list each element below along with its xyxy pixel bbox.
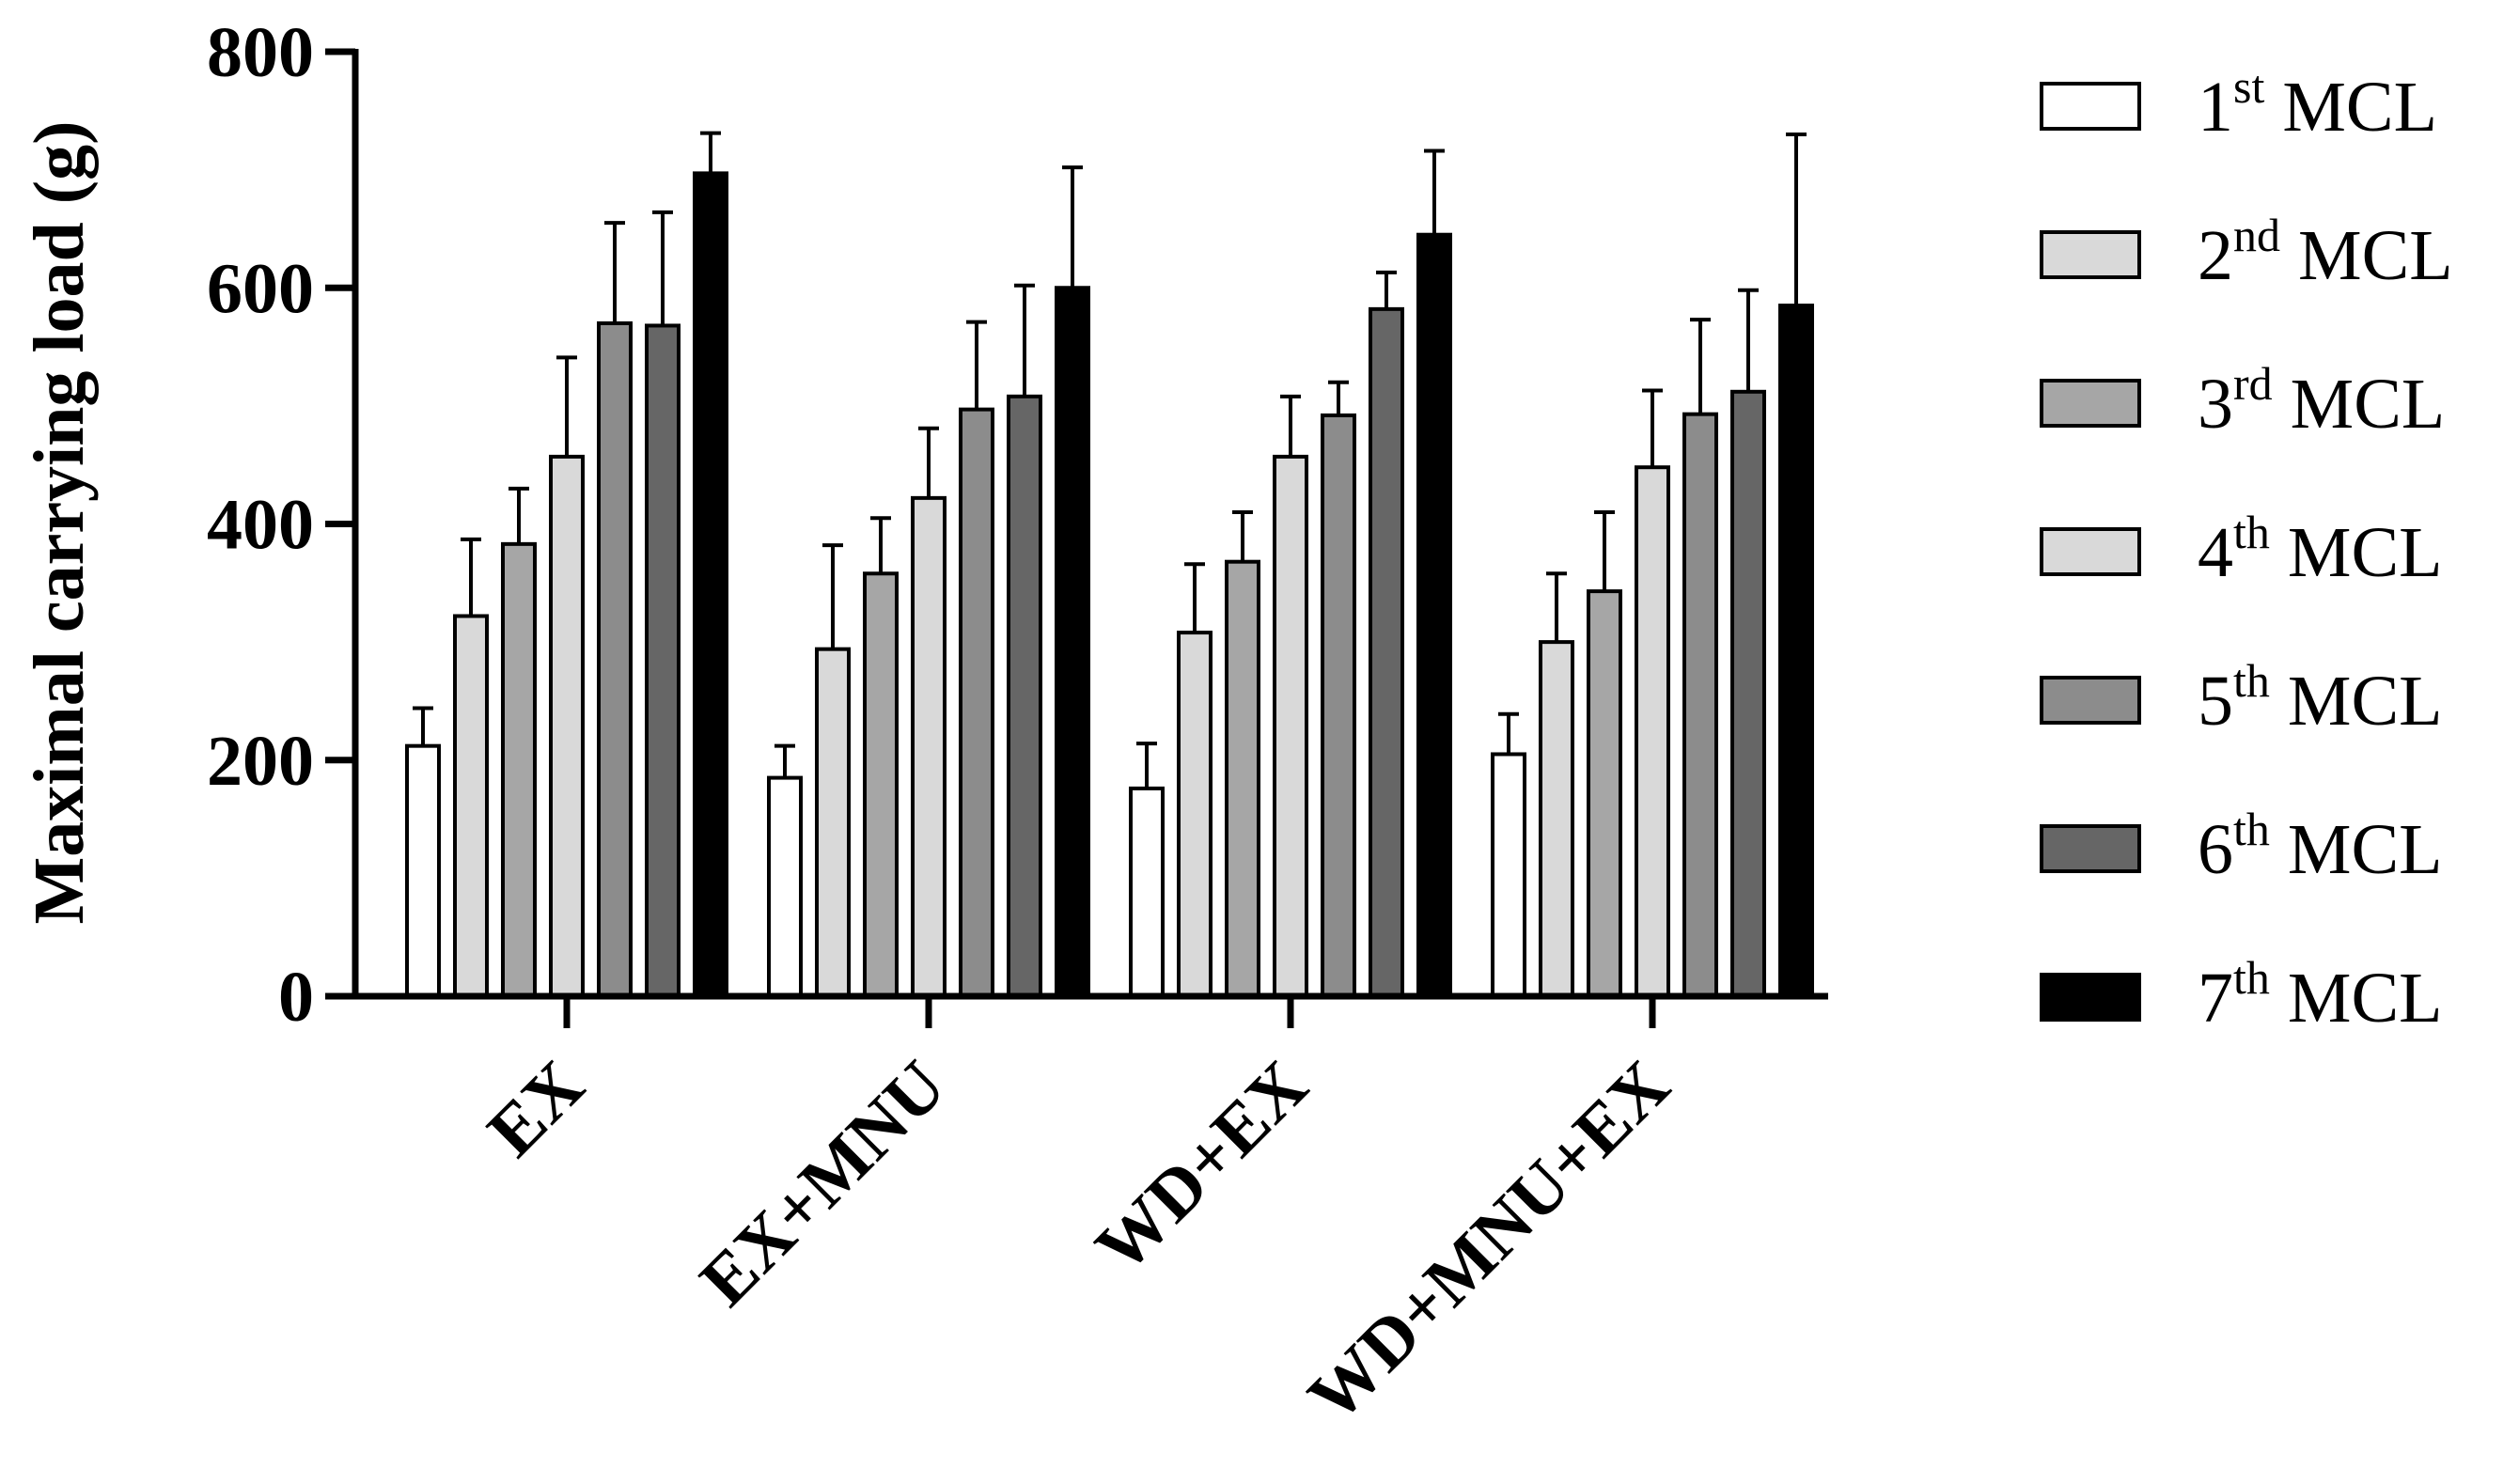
- bar: [501, 541, 537, 998]
- bar: [1129, 786, 1165, 999]
- bar: [1225, 559, 1260, 998]
- bar: [1730, 389, 1766, 998]
- legend-label: 3rd MCL: [2198, 357, 2445, 444]
- legend-swatch: [2040, 676, 2141, 725]
- bar: [1539, 640, 1574, 998]
- bar: [1635, 465, 1670, 998]
- x-tick-label: EX: [473, 1046, 599, 1172]
- bar: [1416, 232, 1452, 998]
- bar: [1491, 752, 1526, 998]
- legend-swatch: [2040, 973, 2141, 1022]
- legend-label: 7th MCL: [2198, 951, 2443, 1038]
- bar: [1369, 306, 1404, 998]
- bar: [863, 571, 899, 998]
- bar: [1682, 412, 1718, 998]
- y-tick-label: 800: [207, 13, 314, 92]
- bar: [1177, 631, 1213, 998]
- bar: [549, 454, 585, 998]
- bar: [767, 775, 803, 998]
- legend-label: 5th MCL: [2198, 654, 2443, 741]
- axes-layer: [325, 48, 1828, 1028]
- bar: [1587, 589, 1622, 998]
- legend-swatch: [2040, 230, 2141, 279]
- legend-label: 2nd MCL: [2198, 209, 2453, 295]
- y-tick-label: 200: [207, 722, 314, 801]
- bar: [405, 743, 441, 998]
- bar: [645, 323, 681, 998]
- y-tick-label: 0: [278, 958, 314, 1037]
- bar: [1778, 304, 1814, 998]
- bar: [959, 407, 994, 998]
- legend-swatch: [2040, 379, 2141, 428]
- legend-label: 4th MCL: [2198, 506, 2443, 592]
- legend: 1st MCL 2nd MCL 3rd MCL 4th MCL 5th MCL 6th M…: [2040, 60, 2453, 1038]
- legend-swatch: [2040, 82, 2141, 131]
- legend-swatch: [2040, 824, 2141, 873]
- x-tick-label: WD+EX: [1081, 1046, 1322, 1288]
- y-axis-title: Maximal carrying load (g): [20, 121, 99, 925]
- bar: [1321, 413, 1356, 998]
- bar: [693, 171, 728, 999]
- bar: [453, 614, 489, 998]
- bar: [815, 647, 851, 998]
- legend-label: 1st MCL: [2198, 60, 2437, 147]
- bars-layer: [405, 131, 1814, 999]
- legend-label: 6th MCL: [2198, 803, 2443, 889]
- y-tick-label: 400: [207, 486, 314, 565]
- bar: [1007, 394, 1042, 998]
- bar: [1273, 454, 1308, 998]
- bar: [1055, 286, 1090, 998]
- bar: [911, 495, 947, 998]
- bar: [597, 320, 633, 998]
- legend-swatch: [2040, 527, 2141, 576]
- y-tick-label: 600: [207, 249, 314, 328]
- x-tick-label: EX+MNU: [685, 1046, 961, 1321]
- x-tick-label: WD+MNU+EX: [1293, 1046, 1684, 1437]
